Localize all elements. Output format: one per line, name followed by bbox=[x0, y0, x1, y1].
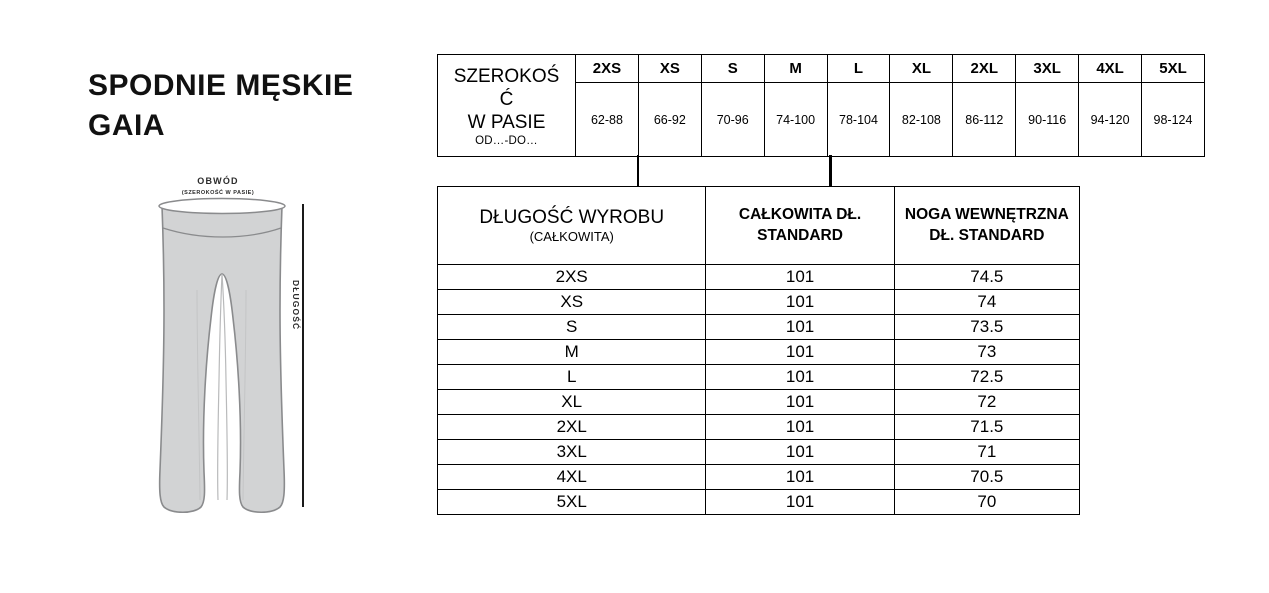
size-header-xs: XS bbox=[637, 54, 702, 83]
waist-value-3xl: 90-116 bbox=[1015, 82, 1080, 157]
waist-value-s: 70-96 bbox=[700, 82, 765, 157]
waist-width-table: SZEROKOŚ Ć W PASIE OD…-DO… 2XS XS S M L … bbox=[437, 54, 1205, 157]
length-row-inseam-xl: 72 bbox=[893, 389, 1081, 415]
length-row-size-4xl: 4XL bbox=[436, 464, 707, 490]
length-header-total: CAŁKOWITA DŁ. STANDARD bbox=[705, 186, 895, 265]
table-row: 2XL 101 71.5 bbox=[436, 414, 1081, 440]
size-header-3xl: 3XL bbox=[1015, 54, 1080, 83]
length-row-total-5xl: 101 bbox=[705, 489, 895, 515]
waist-value-2xl: 86-112 bbox=[952, 82, 1017, 157]
waist-label-line2: Ć bbox=[499, 88, 514, 110]
length-row-inseam-3xl: 71 bbox=[893, 439, 1081, 465]
page-title: SPODNIE MĘSKIE GAIA bbox=[88, 66, 418, 145]
length-header-size-main: DŁUGOŚĆ WYROBU bbox=[479, 206, 665, 228]
table-row: M 101 73 bbox=[436, 339, 1081, 365]
table-row-sizes: SZEROKOŚ Ć W PASIE OD…-DO… 2XS XS S M L … bbox=[437, 54, 1205, 157]
table-row: S 101 73.5 bbox=[436, 314, 1081, 340]
length-row-size-3xl: 3XL bbox=[436, 439, 707, 465]
length-row-total-3xl: 101 bbox=[705, 439, 895, 465]
size-header-5xl: 5XL bbox=[1141, 54, 1205, 83]
page-title-line2: GAIA bbox=[88, 108, 165, 142]
length-row-inseam-2xl: 71.5 bbox=[893, 414, 1081, 440]
page-title-line1: SPODNIE MĘSKIE bbox=[88, 69, 354, 102]
table-connector-right bbox=[829, 155, 832, 187]
table-connector-left bbox=[637, 155, 639, 187]
length-row-size-m: M bbox=[436, 339, 707, 365]
trousers-illustration bbox=[140, 170, 340, 515]
size-header-m: M bbox=[763, 54, 828, 83]
figure-label-dlugosc: DŁUGOŚĆ bbox=[291, 280, 301, 331]
left-panel: SPODNIE MĘSKIE GAIA OBWÓD (SZEROKOŚĆ W P… bbox=[0, 0, 430, 593]
length-row-total-4xl: 101 bbox=[705, 464, 895, 490]
length-table: DŁUGOŚĆ WYROBU (CAŁKOWITA) CAŁKOWITA DŁ.… bbox=[436, 186, 1081, 515]
size-header-4xl: 4XL bbox=[1078, 54, 1143, 83]
waist-label-line1: SZEROKOŚ bbox=[453, 65, 560, 87]
length-row-size-s: S bbox=[436, 314, 707, 340]
waist-value-m: 74-100 bbox=[763, 82, 828, 157]
waist-value-xs: 66-92 bbox=[637, 82, 702, 157]
table-row: 2XS 101 74.5 bbox=[436, 264, 1081, 290]
figure-label-obwod-sub: (SZEROKOŚĆ W PASIE) bbox=[181, 190, 255, 196]
length-row-size-2xs: 2XS bbox=[436, 264, 707, 290]
waist-value-l: 78-104 bbox=[826, 82, 891, 157]
length-row-size-xs: XS bbox=[436, 289, 707, 315]
length-row-size-xl: XL bbox=[436, 389, 707, 415]
length-row-inseam-4xl: 70.5 bbox=[893, 464, 1081, 490]
length-row-inseam-m: 73 bbox=[893, 339, 1081, 365]
size-header-2xl: 2XL bbox=[952, 54, 1017, 83]
length-row-total-2xs: 101 bbox=[705, 264, 895, 290]
length-row-size-2xl: 2XL bbox=[436, 414, 707, 440]
length-row-total-m: 101 bbox=[705, 339, 895, 365]
size-header-2xs: 2XS bbox=[575, 54, 639, 83]
length-row-total-s: 101 bbox=[705, 314, 895, 340]
length-row-inseam-5xl: 70 bbox=[893, 489, 1081, 515]
length-row-total-2xl: 101 bbox=[705, 414, 895, 440]
table-row: 4XL 101 70.5 bbox=[436, 464, 1081, 490]
length-table-header-row: DŁUGOŚĆ WYROBU (CAŁKOWITA) CAŁKOWITA DŁ.… bbox=[436, 186, 1081, 265]
size-header-l: L bbox=[826, 54, 891, 83]
waist-label-line3: W PASIE bbox=[467, 112, 546, 134]
length-row-inseam-2xs: 74.5 bbox=[893, 264, 1081, 290]
length-header-size-sub: (CAŁKOWITA) bbox=[529, 229, 614, 245]
table-row: 5XL 101 70 bbox=[436, 489, 1081, 515]
length-row-size-5xl: 5XL bbox=[436, 489, 707, 515]
table-row: XS 101 74 bbox=[436, 289, 1081, 315]
waist-value-4xl: 94-120 bbox=[1078, 82, 1143, 157]
length-header-inseam: NOGA WEWNĘTRZNA DŁ. STANDARD bbox=[893, 186, 1081, 265]
table-row-waist-values: 62-88 66-92 70-96 74-100 78-104 82-108 8… bbox=[438, 82, 1205, 157]
length-row-inseam-s: 73.5 bbox=[893, 314, 1081, 340]
size-header-xl: XL bbox=[889, 54, 954, 83]
size-header-s: S bbox=[700, 54, 765, 83]
length-row-inseam-l: 72.5 bbox=[893, 364, 1081, 390]
waist-label-sub: OD…-DO… bbox=[475, 135, 538, 148]
length-row-total-xs: 101 bbox=[705, 289, 895, 315]
waist-value-5xl: 98-124 bbox=[1141, 82, 1205, 157]
waist-value-2xs: 62-88 bbox=[575, 82, 639, 157]
table-row: 3XL 101 71 bbox=[436, 439, 1081, 465]
figure-label-obwod: OBWÓD bbox=[197, 176, 239, 186]
length-row-total-l: 101 bbox=[705, 364, 895, 390]
length-header-size: DŁUGOŚĆ WYROBU (CAŁKOWITA) bbox=[436, 186, 707, 265]
length-row-total-xl: 101 bbox=[705, 389, 895, 415]
table-row: L 101 72.5 bbox=[436, 364, 1081, 390]
length-row-size-l: L bbox=[436, 364, 707, 390]
waist-width-label-cell: SZEROKOŚ Ć W PASIE OD…-DO… bbox=[437, 54, 576, 157]
table-row: XL 101 72 bbox=[436, 389, 1081, 415]
length-row-inseam-xs: 74 bbox=[893, 289, 1081, 315]
waist-value-xl: 82-108 bbox=[889, 82, 954, 157]
